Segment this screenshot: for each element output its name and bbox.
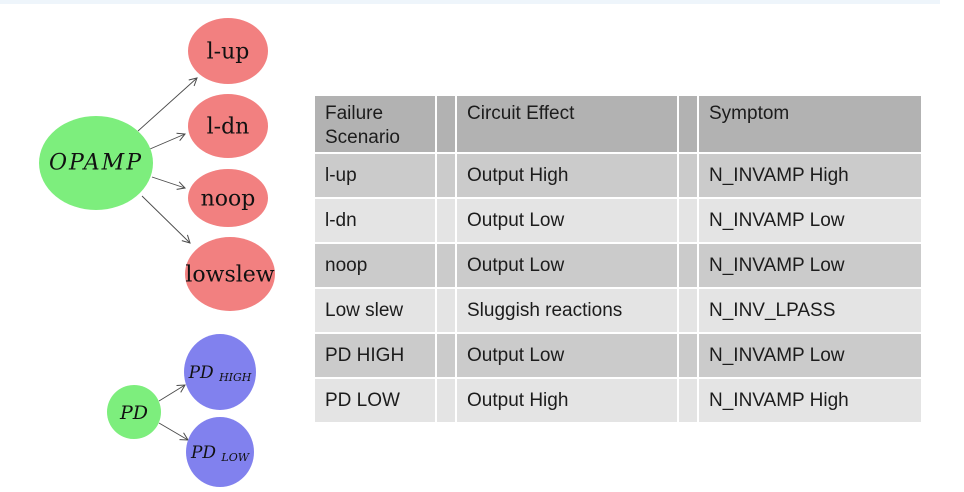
cell-spacer <box>437 289 455 332</box>
header-spacer-2 <box>679 96 697 152</box>
cell-effect: Output Low <box>457 199 677 242</box>
node-pd-low: PD LOW <box>186 417 254 487</box>
cell-failure: l-dn <box>315 199 435 242</box>
arrow-opamp-to-noop <box>151 176 187 190</box>
cell-spacer <box>679 154 697 197</box>
header-circuit-effect: Circuit Effect <box>457 96 677 152</box>
cell-spacer <box>437 334 455 377</box>
node-l-up: l-up <box>188 18 268 84</box>
failure-scenario-table: Failure Scenario Circuit Effect Symptom … <box>313 94 923 424</box>
node-pd-low-base: PD <box>190 443 216 463</box>
top-accent-bar <box>0 0 940 4</box>
arrow-opamp-to-l-dn <box>149 132 186 150</box>
arrow-opamp-to-lowslew <box>141 195 191 244</box>
cell-symptom: N_INVAMP High <box>699 154 921 197</box>
arrow-opamp-to-l-up <box>137 77 198 132</box>
table-row: l-dn Output Low N_INVAMP Low <box>315 199 921 242</box>
cell-spacer <box>679 379 697 422</box>
cell-spacer <box>679 244 697 287</box>
cell-symptom: N_INV_LPASS <box>699 289 921 332</box>
cell-spacer <box>437 154 455 197</box>
node-pd-high: PD HIGH <box>184 334 256 410</box>
cell-failure: Low slew <box>315 289 435 332</box>
cell-spacer <box>437 244 455 287</box>
node-l-dn: l-dn <box>188 94 268 158</box>
node-opamp: OPAMP <box>39 116 153 210</box>
cell-spacer <box>437 199 455 242</box>
cell-effect: Output High <box>457 379 677 422</box>
cell-spacer <box>679 334 697 377</box>
cell-failure: PD LOW <box>315 379 435 422</box>
node-pd-high-sub: HIGH <box>218 371 252 384</box>
node-l-dn-label: l-dn <box>207 115 250 140</box>
cell-symptom: N_INVAMP Low <box>699 244 921 287</box>
svg-text:PD HIGH: PD HIGH <box>188 363 252 384</box>
header-spacer-1 <box>437 96 455 152</box>
node-noop: noop <box>188 169 268 227</box>
table-row: Low slew Sluggish reactions N_INV_LPASS <box>315 289 921 332</box>
cell-failure: PD HIGH <box>315 334 435 377</box>
table-row: l-up Output High N_INVAMP High <box>315 154 921 197</box>
node-pd-label: PD <box>119 402 148 424</box>
node-pd: PD <box>107 385 161 439</box>
cell-symptom: N_INVAMP Low <box>699 334 921 377</box>
cell-failure: l-up <box>315 154 435 197</box>
svg-text:PD LOW: PD LOW <box>190 443 251 464</box>
header-symptom: Symptom <box>699 96 921 152</box>
node-lowslew-label: lowslew <box>185 263 274 288</box>
cell-symptom: N_INVAMP High <box>699 379 921 422</box>
node-lowslew: lowslew <box>185 237 275 311</box>
node-pd-low-sub: LOW <box>220 451 250 464</box>
table-row: PD HIGH Output Low N_INVAMP Low <box>315 334 921 377</box>
node-pd-high-base: PD <box>188 363 214 383</box>
table-row: PD LOW Output High N_INVAMP High <box>315 379 921 422</box>
node-l-up-label: l-up <box>207 40 250 65</box>
arrow-pd-to-pdlow <box>158 422 189 441</box>
cell-spacer <box>679 199 697 242</box>
node-opamp-label: OPAMP <box>49 151 143 176</box>
cell-effect: Output High <box>457 154 677 197</box>
table-header-row: Failure Scenario Circuit Effect Symptom <box>315 96 921 152</box>
cell-effect: Output Low <box>457 334 677 377</box>
node-noop-label: noop <box>201 187 256 212</box>
cell-failure: noop <box>315 244 435 287</box>
arrow-pd-to-pdhigh <box>158 384 186 402</box>
cell-spacer <box>437 379 455 422</box>
cell-spacer <box>679 289 697 332</box>
header-failure-scenario: Failure Scenario <box>315 96 435 152</box>
fault-tree-diagram: OPAMP l-up l-dn noop lowslew PD PD HIGH … <box>39 18 275 487</box>
table-row: noop Output Low N_INVAMP Low <box>315 244 921 287</box>
cell-effect: Sluggish reactions <box>457 289 677 332</box>
cell-symptom: N_INVAMP Low <box>699 199 921 242</box>
cell-effect: Output Low <box>457 244 677 287</box>
